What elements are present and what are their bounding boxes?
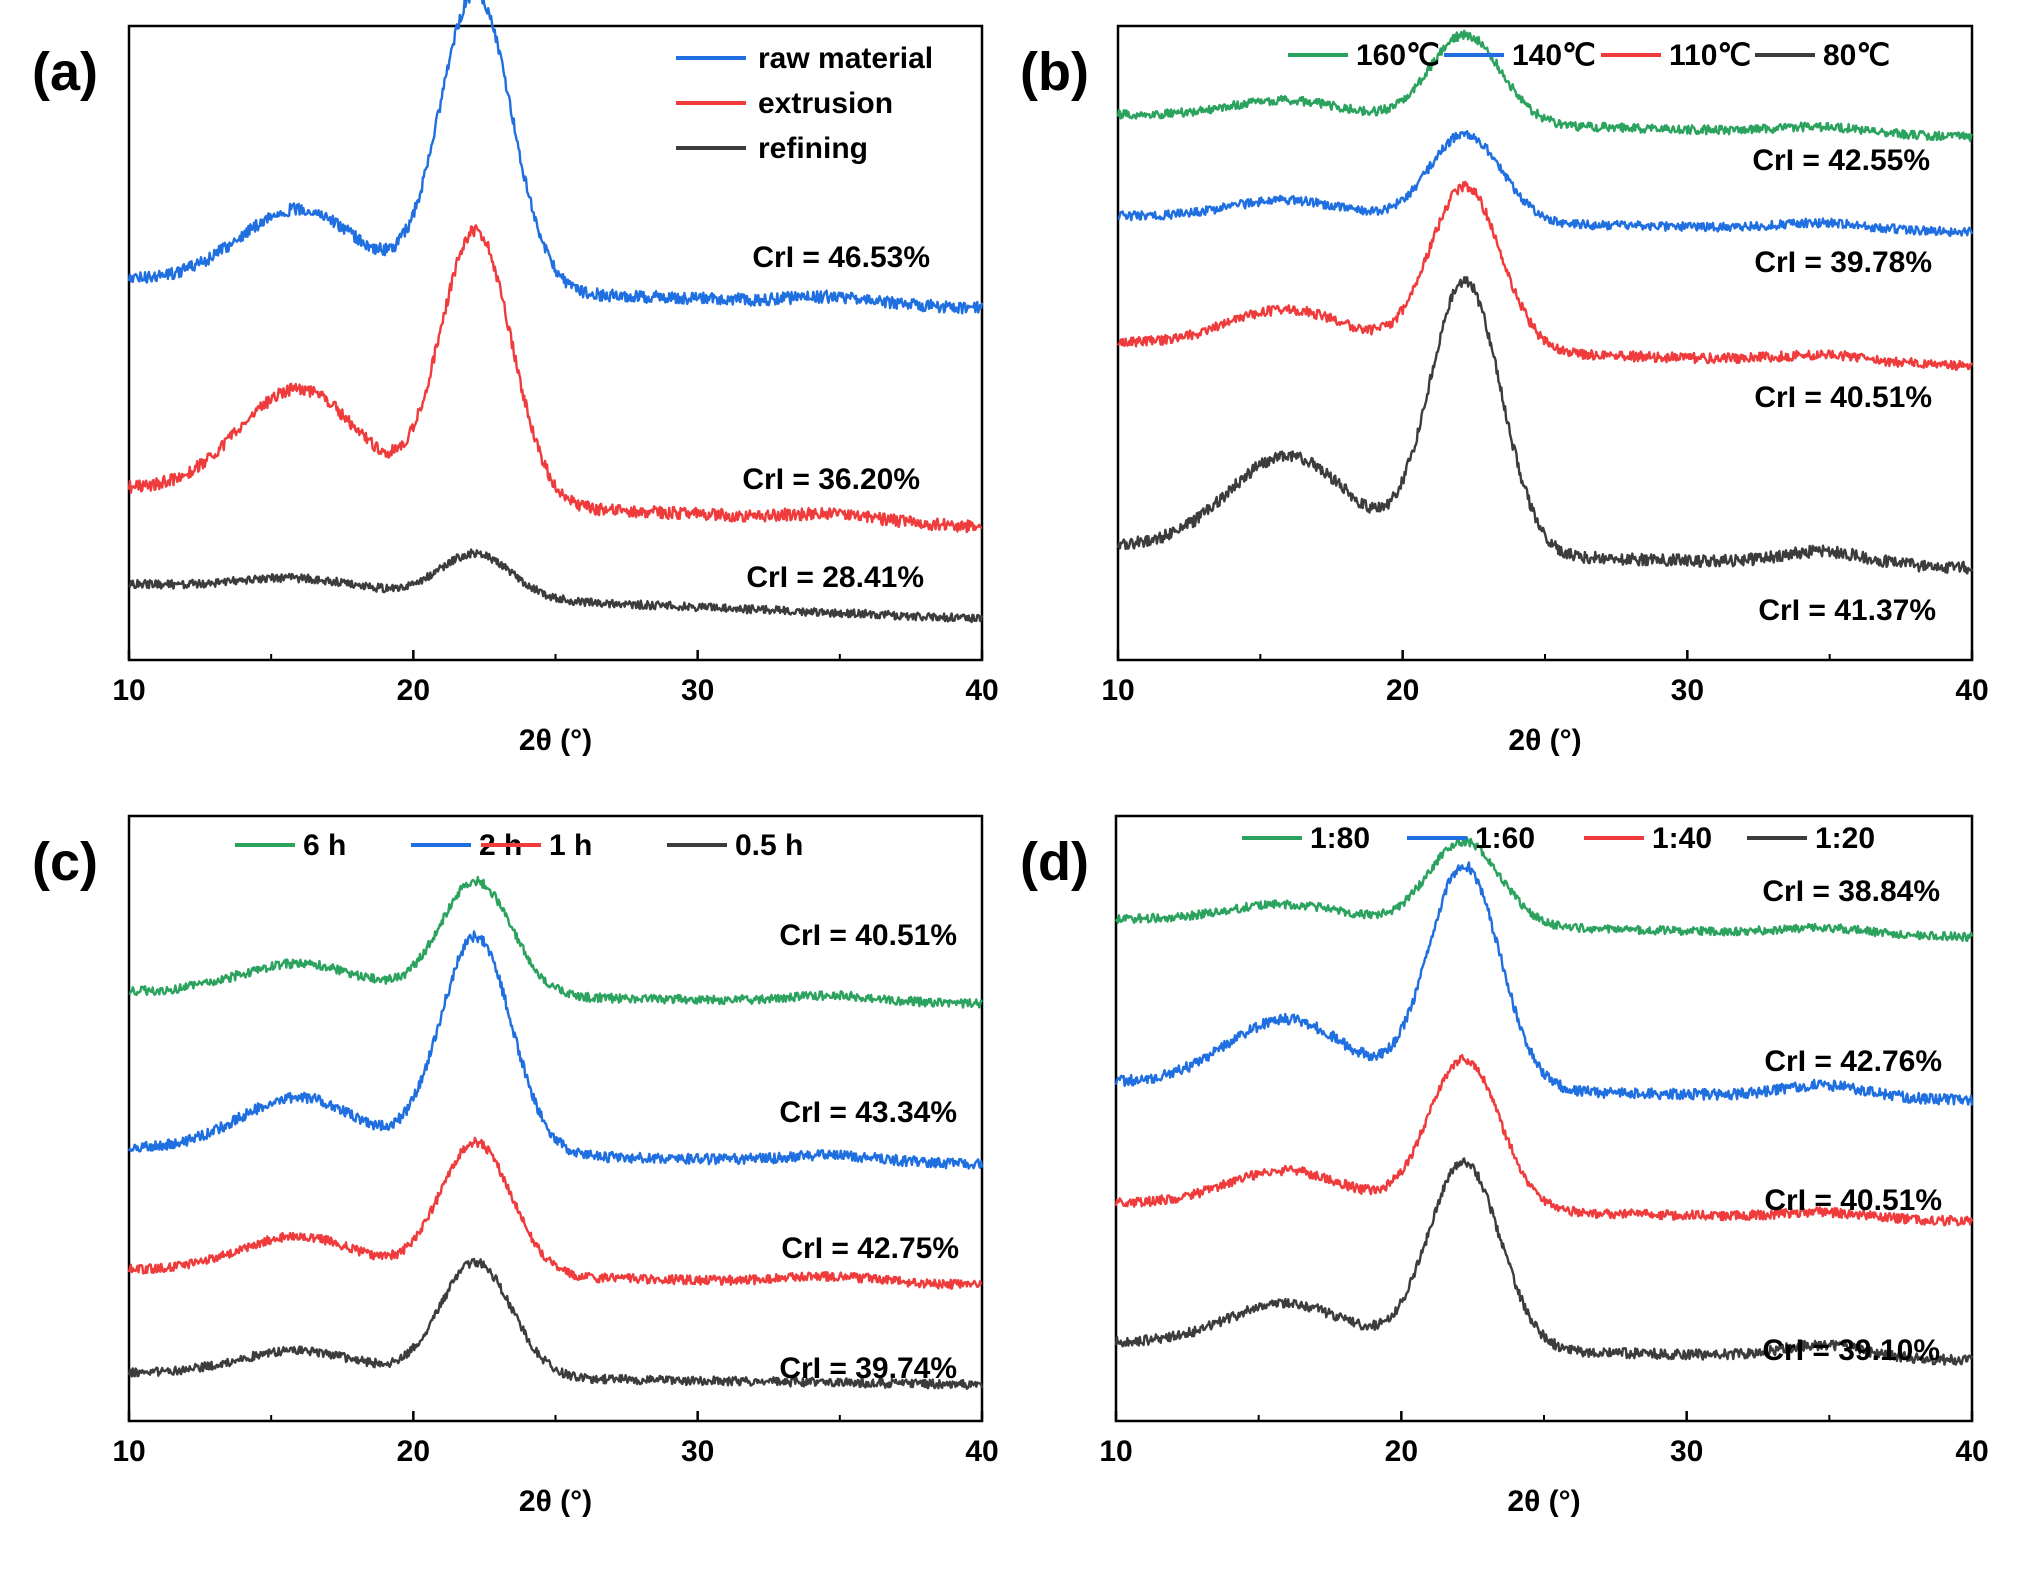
series-line-1 [128, 875, 984, 1009]
series-line-3 [1114, 1053, 1974, 1227]
x-tick-label: 40 [965, 674, 998, 707]
crl-label: CrI = 43.34% [779, 1096, 957, 1129]
crl-label: CrI = 36.20% [742, 463, 920, 496]
series-line-3 [1116, 180, 1974, 371]
crl-label: CrI = 42.76% [1764, 1045, 1942, 1078]
crl-label: CrI = 28.41% [746, 561, 924, 594]
panel-label: (c) [32, 832, 98, 892]
legend-label: 1:80 [1310, 822, 1370, 855]
crl-label: CrI = 46.53% [752, 241, 930, 274]
x-tick-label: 30 [681, 674, 714, 707]
legend-label: 1:20 [1815, 822, 1875, 855]
panel-d: (d) 10 20 30 40 2θ (°) CrI = 38.84% 1:80 CrI = 4… [1020, 814, 1989, 1518]
panel-b: (b) 10 20 30 40 2θ (°) CrI = 42.55% 160℃ CrI = 3… [1020, 24, 1989, 757]
x-tick-label: 10 [112, 674, 145, 707]
x-tick-label: 30 [1671, 674, 1704, 707]
series-line-2 [1114, 861, 1974, 1106]
legend-label: 1:40 [1652, 822, 1712, 855]
legend-label: refining [758, 132, 868, 165]
legend-label: 140℃ [1512, 39, 1596, 72]
legend-label: 0.5 h [735, 829, 803, 862]
x-tick-label: 30 [1670, 1435, 1703, 1468]
x-tick-label: 10 [1101, 674, 1134, 707]
x-axis-title: 2θ (°) [1508, 724, 1581, 757]
legend-label: 6 h [303, 829, 346, 862]
crl-label: CrI = 39.10% [1762, 1334, 1940, 1367]
x-tick-label: 10 [1099, 1435, 1132, 1468]
series-line-3 [127, 1136, 983, 1290]
x-axis-title: 2θ (°) [519, 724, 592, 757]
x-axis-title: 2θ (°) [1507, 1485, 1580, 1518]
series-line-2 [1117, 130, 1974, 238]
x-tick-label: 20 [397, 674, 430, 707]
series-line-2 [127, 224, 983, 534]
crl-label: CrI = 42.75% [781, 1232, 959, 1265]
series-line-4 [127, 1257, 984, 1390]
panel-label: (d) [1020, 832, 1089, 892]
x-tick-label: 20 [397, 1435, 430, 1468]
crl-label: CrI = 40.51% [1764, 1184, 1942, 1217]
legend-label: extrusion [758, 87, 893, 120]
x-tick-label: 10 [112, 1435, 145, 1468]
series-line-1 [127, 0, 984, 315]
panel-a: (a) 10 20 30 40 2θ (°) CrI = 46.53% raw materia… [32, 0, 999, 757]
series-line-4 [1116, 276, 1974, 575]
crl-label: CrI = 39.74% [779, 1352, 957, 1385]
legend-label: raw material [758, 42, 933, 75]
legend-label: 110℃ [1669, 39, 1751, 72]
legend-label: 1 h [549, 829, 592, 862]
series-line-2 [127, 930, 984, 1170]
crl-label: CrI = 38.84% [1762, 875, 1940, 908]
series-line-3 [128, 548, 984, 624]
legend-label: 160℃ [1356, 39, 1440, 72]
series-line-1 [1116, 29, 1973, 143]
series-line-1 [1114, 836, 1974, 942]
x-tick-label: 40 [1955, 1435, 1988, 1468]
x-tick-label: 20 [1386, 674, 1419, 707]
x-tick-label: 20 [1385, 1435, 1418, 1468]
x-axis-title: 2θ (°) [519, 1485, 592, 1518]
crl-label: CrI = 42.55% [1752, 144, 1930, 177]
legend-label: 80℃ [1823, 39, 1890, 72]
panel-c: (c) 10 20 30 40 2θ (°) CrI = 40.51% 6 h CrI = 43… [32, 814, 999, 1518]
crl-label: CrI = 41.37% [1758, 594, 1936, 627]
crl-label: CrI = 40.51% [779, 919, 957, 952]
panel-label: (a) [32, 42, 98, 102]
crl-label: CrI = 39.78% [1754, 246, 1932, 279]
x-tick-label: 30 [681, 1435, 714, 1468]
x-tick-label: 40 [1955, 674, 1988, 707]
crl-label: CrI = 40.51% [1754, 381, 1932, 414]
series-line-4 [1114, 1157, 1974, 1366]
panel-label: (b) [1020, 42, 1089, 102]
legend-label: 1:60 [1475, 822, 1535, 855]
x-tick-label: 40 [965, 1435, 998, 1468]
